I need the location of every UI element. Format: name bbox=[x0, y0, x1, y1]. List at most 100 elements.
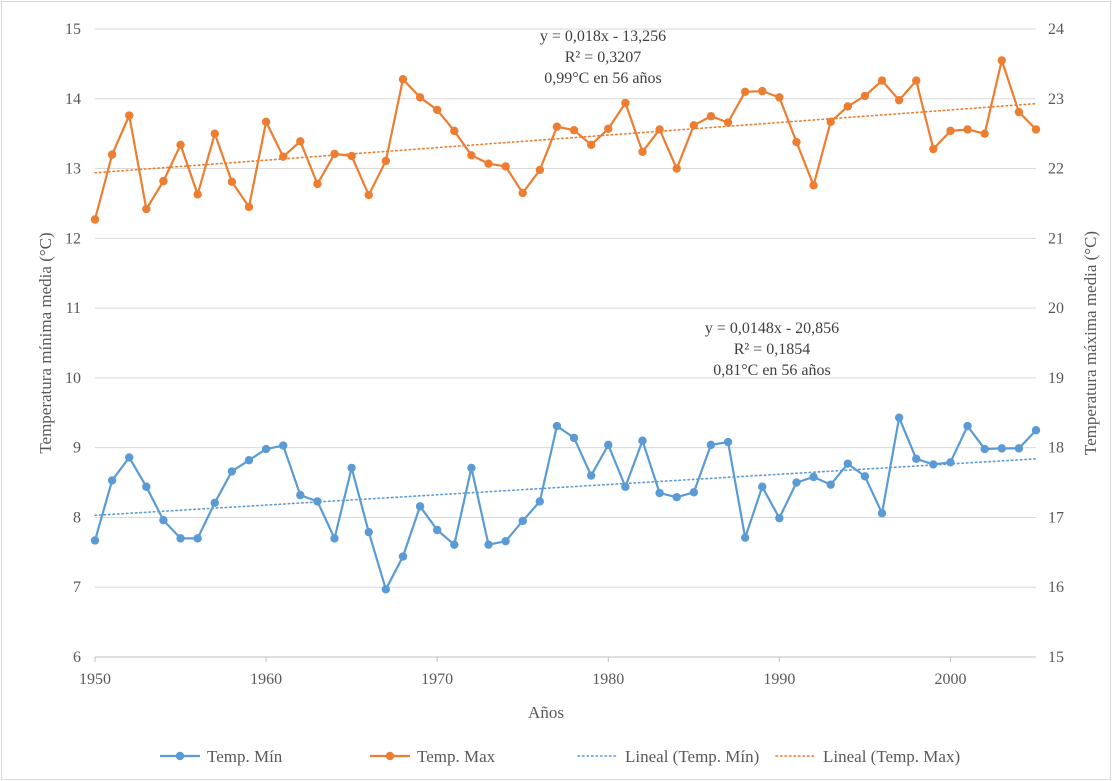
y-left-tick-label: 6 bbox=[73, 649, 81, 666]
y-left-tick-label: 14 bbox=[65, 91, 81, 108]
data-point bbox=[347, 463, 356, 473]
data-point bbox=[775, 513, 784, 523]
data-point bbox=[398, 552, 408, 561]
data-point bbox=[826, 117, 835, 127]
data-point bbox=[569, 433, 579, 443]
y-axis-right: 15 16 17 18 19 20 21 22 23 24 bbox=[1048, 21, 1064, 666]
data-point bbox=[347, 151, 356, 161]
data-point bbox=[672, 493, 681, 502]
y-right-tick-label: 17 bbox=[1048, 509, 1064, 526]
x-axis: 1950 1960 1970 1980 1990 2000 bbox=[79, 656, 1036, 688]
data-point bbox=[107, 150, 117, 159]
data-point bbox=[159, 516, 168, 525]
data-point bbox=[450, 540, 459, 549]
data-point bbox=[296, 137, 305, 146]
data-point bbox=[279, 152, 288, 161]
data-point bbox=[330, 534, 339, 543]
data-point bbox=[963, 125, 972, 134]
y-left-tick-label: 13 bbox=[65, 161, 81, 178]
data-point bbox=[381, 585, 391, 594]
x-tick-label: 1960 bbox=[250, 671, 282, 688]
y-left-tick-label: 11 bbox=[66, 300, 81, 317]
data-point bbox=[758, 482, 767, 491]
data-point bbox=[227, 467, 237, 476]
data-point bbox=[706, 112, 716, 121]
data-point bbox=[569, 125, 579, 135]
data-point bbox=[193, 190, 202, 199]
data-point bbox=[621, 482, 630, 491]
data-point bbox=[740, 533, 750, 542]
data-point bbox=[912, 454, 921, 464]
data-point bbox=[535, 165, 545, 175]
data-point bbox=[90, 215, 100, 224]
y-left-tick-label: 9 bbox=[73, 440, 81, 457]
data-point bbox=[501, 536, 510, 546]
trendline bbox=[94, 458, 1037, 517]
data-point bbox=[484, 159, 493, 168]
gridlines bbox=[95, 28, 1036, 658]
data-point bbox=[723, 437, 733, 447]
data-point bbox=[638, 147, 647, 157]
data-point bbox=[980, 129, 989, 138]
legend-label: Temp. Mín bbox=[207, 747, 283, 766]
data-point bbox=[552, 122, 562, 131]
trend-r2-label: R² = 0,3207 bbox=[565, 49, 642, 66]
data-point bbox=[552, 421, 562, 431]
data-point bbox=[860, 91, 870, 101]
legend-item: Temp. Mín bbox=[160, 747, 283, 766]
data-point bbox=[706, 440, 716, 450]
data-point bbox=[125, 453, 134, 462]
data-point bbox=[586, 140, 596, 150]
data-point bbox=[1031, 125, 1041, 134]
data-point bbox=[142, 482, 151, 491]
data-point bbox=[655, 488, 664, 498]
data-point bbox=[381, 156, 391, 166]
data-point bbox=[843, 102, 852, 111]
data-point bbox=[912, 76, 921, 85]
x-tick-label: 1990 bbox=[763, 671, 795, 688]
data-point bbox=[655, 125, 664, 134]
data-point bbox=[672, 164, 681, 173]
data-point bbox=[261, 444, 271, 454]
data-point bbox=[398, 75, 408, 84]
data-point bbox=[415, 93, 425, 102]
data-point bbox=[535, 497, 545, 506]
data-point bbox=[227, 177, 237, 187]
data-point bbox=[929, 144, 938, 154]
trend-annotations: y = 0,0148x - 20,856 R² = 0,1854 0,81°C en… bbox=[540, 28, 839, 379]
data-point bbox=[1014, 444, 1024, 453]
trendlines bbox=[94, 102, 1037, 517]
data-point bbox=[296, 490, 305, 500]
data-point bbox=[90, 536, 100, 545]
data-point bbox=[467, 463, 476, 473]
data-point bbox=[775, 93, 784, 102]
data-point bbox=[809, 472, 818, 482]
data-point bbox=[313, 179, 322, 189]
data-point bbox=[142, 204, 151, 214]
data-point bbox=[244, 202, 254, 212]
data-point bbox=[894, 413, 904, 422]
data-point bbox=[176, 534, 185, 543]
data-point bbox=[963, 421, 972, 431]
y-axis-left-title: Temperatura mínima media (°C) bbox=[36, 232, 55, 453]
data-point bbox=[792, 478, 801, 487]
legend-item: Temp. Max bbox=[370, 747, 496, 766]
data-point bbox=[261, 117, 271, 127]
trend-note-label: 0,81°C en 56 años bbox=[713, 362, 831, 379]
data-point bbox=[689, 121, 699, 130]
data-point bbox=[877, 76, 887, 85]
y-right-tick-label: 19 bbox=[1048, 370, 1064, 387]
legend-item: Lineal (Temp. Max) bbox=[775, 747, 960, 766]
data-point bbox=[518, 516, 527, 526]
data-point bbox=[450, 126, 459, 136]
y-right-tick-label: 23 bbox=[1048, 91, 1064, 108]
data-point bbox=[758, 86, 767, 96]
y-left-tick-label: 8 bbox=[73, 509, 81, 526]
data-point bbox=[364, 190, 373, 200]
y-left-tick-label: 7 bbox=[73, 579, 81, 596]
data-point bbox=[415, 502, 425, 511]
legend-item: Lineal (Temp. Mín) bbox=[577, 747, 759, 766]
data-point bbox=[894, 95, 904, 105]
x-tick-label: 1980 bbox=[592, 671, 624, 688]
series-line bbox=[93, 416, 1037, 591]
